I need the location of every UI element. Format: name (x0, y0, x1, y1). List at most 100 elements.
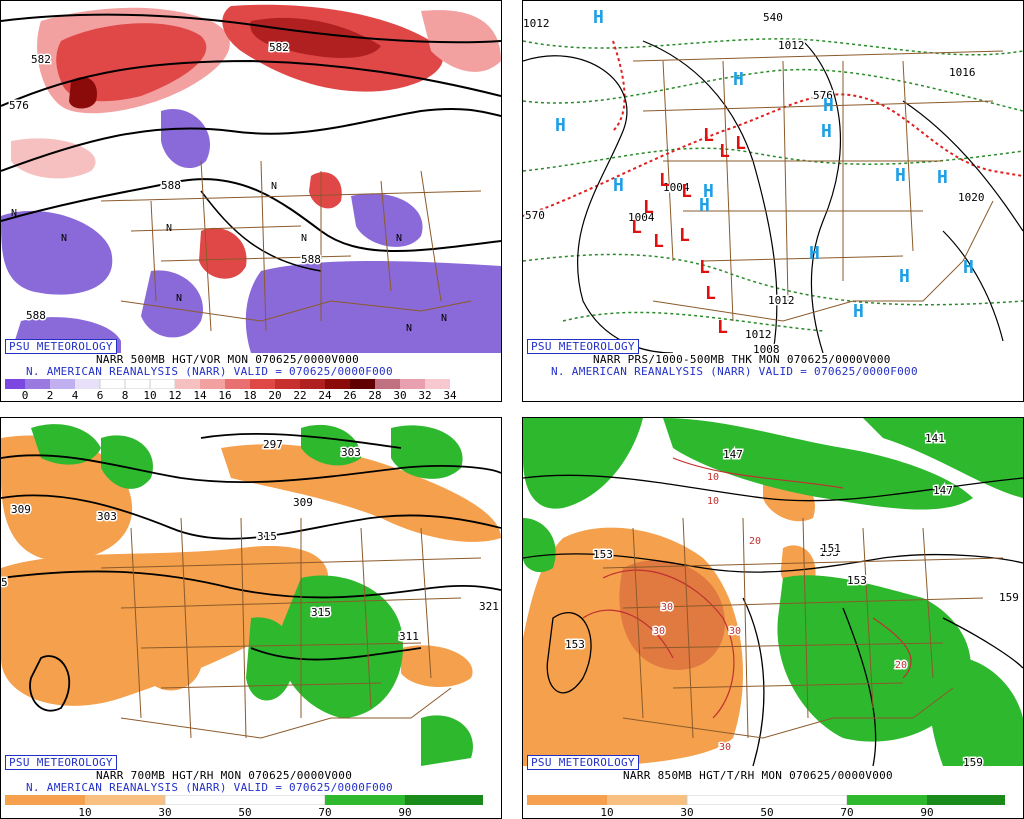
panel-700mb-rh: 297 303 309 303 309 315 315 321 311 5 PSU METEORO… (0, 417, 502, 819)
contour-label: 153 (593, 548, 613, 561)
low-pressure-marker: L (659, 170, 670, 191)
contour-label: 147 (723, 448, 743, 461)
high-pressure-marker: H (613, 175, 624, 196)
low-pressure-marker: L (679, 225, 690, 246)
rh-colorbar-ticks: 10 30 50 70 90 (5, 807, 483, 819)
temperature-label: 20 (749, 536, 761, 547)
high-pressure-marker: H (937, 167, 948, 188)
colorbar-tick-label: 24 (318, 389, 332, 402)
contour-label: 1016 (949, 66, 976, 79)
panel-500mb-vorticity: 576 582 588 588 588 582 N N N N N N N N N PSU METEOROL… (0, 0, 502, 402)
low-pressure-marker: L (681, 181, 692, 202)
rh-colorbar (5, 795, 483, 805)
contour-label: 576 (813, 89, 833, 102)
contour-label: 153 (565, 638, 585, 651)
colorbar-tick-label: 30 (393, 389, 407, 402)
high-pressure-marker: H (899, 266, 910, 287)
high-pressure-marker: H (853, 301, 864, 322)
colorbar-tick-label: 22 (293, 389, 307, 402)
contour-label: 303 (341, 446, 361, 459)
high-pressure-marker: H (593, 7, 604, 28)
colorbar-tick-label: 6 (96, 389, 104, 402)
contour-label: 1012 (768, 294, 795, 307)
temperature-label: 30 (719, 742, 731, 753)
vorticity-min-marker: N (301, 233, 307, 244)
rh-colorbar (527, 795, 1005, 805)
caption-line-1: NARR 700MB HGT/RH MON 070625/0000V000 (96, 769, 353, 782)
vorticity-min-marker: N (406, 323, 412, 334)
temperature-label: 10 (707, 496, 719, 507)
contour-label: 1012 (745, 328, 772, 341)
contour-label: 151 (821, 542, 841, 555)
contour-label: 582 (31, 53, 51, 66)
colorbar-tick-label: 4 (71, 389, 79, 402)
caption-line-2: N. AMERICAN REANALYSIS (NARR) VALID = 07… (26, 781, 393, 794)
contour-label: 159 (999, 591, 1019, 604)
contour-label: 153 (847, 574, 867, 587)
contour-label: 309 (293, 496, 313, 509)
colorbar-tick-label: 90 (920, 806, 934, 819)
high-pressure-marker: H (821, 121, 832, 142)
contour-label: 576 (9, 99, 29, 112)
contour-label: 1012 (778, 39, 805, 52)
contour-label: 141 (925, 432, 945, 445)
colorbar-tick-label: 32 (418, 389, 432, 402)
colorbar-tick-label: 10 (143, 389, 157, 402)
contour-label: 540 (763, 11, 783, 24)
contour-label: 588 (301, 253, 321, 266)
colorbar-tick-label: 18 (243, 389, 257, 402)
vorticity-min-marker: N (11, 208, 17, 219)
psu-meteorology-logo: PSU METEOROLOGY (527, 755, 639, 770)
caption-line-1: NARR 500MB HGT/VOR MON 070625/0000V000 (96, 353, 360, 366)
temperature-label: 20 (895, 660, 907, 671)
temperature-label: 10 (707, 472, 719, 483)
vorticity-colorbar-ticks: 0 2 4 6 8 10 12 14 16 18 20 22 24 26 28 30 32 34 (5, 390, 485, 402)
low-pressure-marker: L (653, 231, 664, 252)
contour-label: 147 (933, 484, 953, 497)
contour-label: 582 (269, 41, 289, 54)
contour-label: 1012 (523, 17, 550, 30)
colorbar-tick-label: 50 (238, 806, 252, 819)
contour-label: 297 (263, 438, 283, 451)
vorticity-colorbar (5, 379, 450, 389)
high-pressure-marker: H (895, 165, 906, 186)
colorbar-tick-label: 20 (268, 389, 282, 402)
colorbar-tick-label: 2 (46, 389, 54, 402)
rh-colorbar-ticks: 10 30 50 70 90 (527, 807, 1005, 819)
colorbar-tick-label: 30 (680, 806, 694, 819)
vorticity-min-marker: N (166, 223, 172, 234)
contour-label: 5 (1, 576, 8, 589)
low-pressure-marker: L (719, 141, 730, 162)
vorticity-map: 576 582 588 588 588 582 N N N N N N N N N (1, 1, 501, 353)
contour-label: 315 (257, 530, 277, 543)
contour-label: 321 (479, 600, 499, 613)
colorbar-tick-label: 10 (600, 806, 614, 819)
temperature-label: 30 (729, 626, 741, 637)
contour-label: 309 (11, 503, 31, 516)
colorbar-tick-label: 26 (343, 389, 357, 402)
colorbar-tick-label: 34 (443, 389, 457, 402)
colorbar-tick-label: 70 (840, 806, 854, 819)
low-pressure-marker: L (703, 125, 714, 146)
pressure-map: 1012 540 1012 1016 570 576 1004 1004 1012 1012 100… (523, 1, 1023, 353)
high-pressure-marker: H (823, 95, 834, 116)
contour-label: 159 (963, 756, 983, 766)
rh850-map: 1471411531531471531591591531511010203030… (523, 418, 1023, 766)
low-pressure-marker: L (735, 133, 746, 154)
high-pressure-marker: H (733, 69, 744, 90)
low-pressure-marker: L (643, 197, 654, 218)
panel-850mb-rh: 147 141 153 153 147 153 159 159 153 151 10 10 20 30 30… (522, 417, 1024, 819)
high-pressure-marker: H (809, 243, 820, 264)
caption-line-1: NARR 850MB HGT/T/RH MON 070625/0000V000 (623, 769, 893, 782)
colorbar-tick-label: 8 (121, 389, 129, 402)
colorbar-tick-label: 50 (760, 806, 774, 819)
contour-label: 1004 (628, 211, 655, 224)
colorbar-tick-label: 14 (193, 389, 207, 402)
panel-pressure-thickness: 1012 540 1012 1016 570 576 1004 1004 1012 1012 100… (522, 0, 1024, 402)
caption-line-2: N. AMERICAN REANALYSIS (NARR) VALID = 07… (26, 365, 393, 378)
temperature-label: 30 (661, 602, 673, 613)
contour-label: 1004 (663, 181, 690, 194)
colorbar-tick-label: 30 (158, 806, 172, 819)
low-pressure-marker: L (705, 283, 716, 304)
colorbar-tick-label: 16 (218, 389, 232, 402)
